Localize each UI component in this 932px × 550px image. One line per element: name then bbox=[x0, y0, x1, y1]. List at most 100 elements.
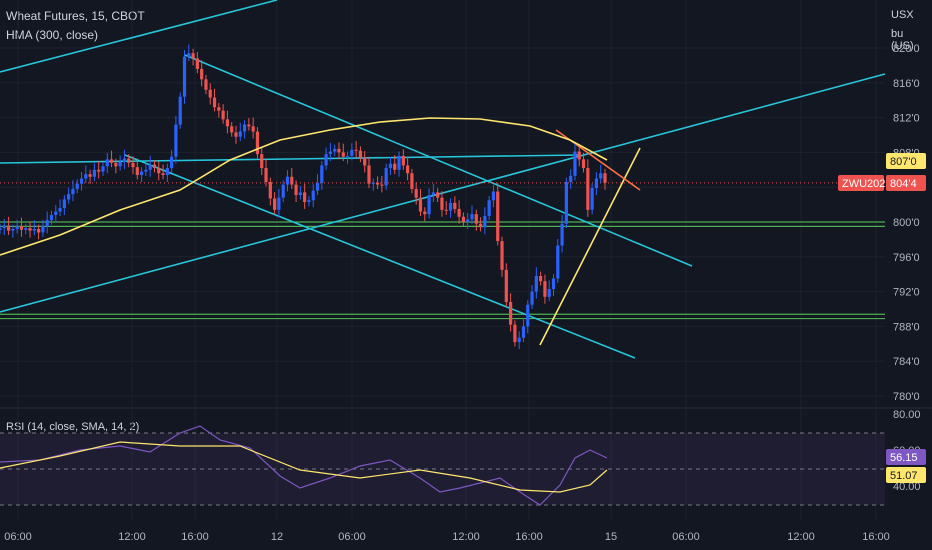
candle-body bbox=[603, 173, 607, 183]
rsi-sma-value-tag: 51.07 bbox=[886, 467, 926, 483]
candle-body bbox=[84, 174, 88, 179]
time-tick-label: 12:00 bbox=[452, 531, 480, 543]
rsi-value-tag-text: 56.15 bbox=[890, 452, 918, 464]
rsi-sma-value-tag-text: 51.07 bbox=[890, 470, 918, 482]
candle-body bbox=[37, 228, 41, 233]
time-tick-label: 16:00 bbox=[862, 531, 890, 543]
candle-body bbox=[208, 89, 212, 98]
currency-label: USX bbox=[891, 9, 914, 21]
candle-body bbox=[281, 184, 285, 198]
candle-body bbox=[530, 291, 534, 305]
rsi-legend[interactable]: RSI (14, close, SMA, 14, 2) bbox=[6, 421, 140, 433]
price-tick-label: 812'0 bbox=[893, 113, 920, 125]
time-tick-label: 12 bbox=[271, 531, 283, 543]
candle-body bbox=[358, 150, 363, 158]
candle-body bbox=[367, 165, 371, 184]
candle-body bbox=[131, 162, 135, 168]
candle-body bbox=[242, 124, 247, 132]
candle-body bbox=[410, 173, 414, 189]
candle-body bbox=[414, 188, 418, 198]
price-tick-label: 788'0 bbox=[893, 321, 920, 333]
candle-body bbox=[49, 215, 54, 221]
candle-body bbox=[71, 188, 75, 195]
candle-body bbox=[371, 182, 375, 184]
rising-trendline bbox=[539, 147, 641, 346]
trendline bbox=[184, 54, 693, 267]
candle-body bbox=[431, 192, 435, 196]
candle-body bbox=[290, 176, 294, 185]
candle-body bbox=[500, 241, 504, 270]
candle-body bbox=[547, 288, 551, 297]
candle-body bbox=[474, 214, 478, 224]
candle-body bbox=[6, 225, 11, 231]
candle-body bbox=[337, 148, 341, 153]
candle-body bbox=[453, 202, 457, 209]
candle-body bbox=[109, 159, 114, 163]
time-tick-label: 06:00 bbox=[338, 531, 366, 543]
hma-legend[interactable]: HMA (300, close) bbox=[6, 28, 99, 42]
rsi-value-tag: 56.15 bbox=[886, 449, 926, 465]
candle-body bbox=[41, 226, 45, 233]
candle-body bbox=[487, 200, 491, 216]
candle-body bbox=[388, 163, 393, 169]
candle-body bbox=[58, 208, 62, 212]
price-tick-label: 816'0 bbox=[893, 78, 920, 90]
candle-body bbox=[221, 110, 225, 120]
symbol-legend[interactable]: Wheat Futures, 15, CBOT bbox=[6, 9, 145, 23]
candle-body bbox=[491, 191, 496, 201]
candle-body bbox=[427, 195, 431, 215]
time-tick-label: 16:00 bbox=[515, 531, 543, 543]
candle-body bbox=[551, 278, 556, 289]
hma-price-tag-text: 807'0 bbox=[890, 156, 917, 168]
rsi-tick-label: 40.00 bbox=[893, 481, 921, 493]
candle-body bbox=[444, 209, 448, 211]
candle-body bbox=[418, 197, 423, 212]
candle-body bbox=[101, 166, 105, 172]
candle-body bbox=[148, 164, 152, 170]
candle-body bbox=[504, 269, 508, 303]
candle-group bbox=[0, 44, 607, 350]
time-tick-label: 06:00 bbox=[4, 531, 32, 543]
candle-body bbox=[174, 124, 178, 157]
candle-body bbox=[238, 131, 242, 137]
candle-body bbox=[11, 228, 15, 231]
candle-body bbox=[230, 126, 234, 133]
candle-body bbox=[28, 228, 32, 231]
candle-body bbox=[122, 158, 127, 162]
time-tick-label: 15 bbox=[605, 531, 617, 543]
candle-body bbox=[577, 151, 581, 160]
candle-body bbox=[307, 200, 311, 202]
candle-body bbox=[285, 176, 290, 185]
candle-body bbox=[277, 197, 281, 210]
candle-body bbox=[573, 151, 577, 176]
candle-body bbox=[0, 228, 2, 230]
last-price-tag: 804'4 bbox=[886, 175, 926, 191]
candle-body bbox=[294, 184, 298, 196]
candle-body bbox=[225, 119, 230, 127]
candle-body bbox=[191, 53, 195, 59]
candle-body bbox=[114, 162, 118, 167]
candle-body bbox=[341, 152, 345, 157]
last-price-tag-bg bbox=[886, 175, 926, 191]
candle-body bbox=[564, 181, 568, 224]
candle-body bbox=[586, 168, 590, 210]
candle-body bbox=[118, 161, 122, 167]
candle-body bbox=[204, 79, 208, 90]
rsi-line bbox=[0, 425, 608, 506]
candle-body bbox=[200, 68, 204, 80]
candle-body bbox=[251, 126, 255, 132]
time-tick-label: 06:00 bbox=[672, 531, 700, 543]
candle-body bbox=[457, 208, 461, 217]
candle-body bbox=[470, 214, 474, 220]
candle-body bbox=[311, 190, 315, 201]
candle-body bbox=[247, 124, 251, 127]
candle-body bbox=[195, 58, 199, 69]
price-tick-label: 780'0 bbox=[893, 391, 920, 403]
trendline bbox=[0, 0, 278, 73]
price-tick-label: 800'0 bbox=[893, 217, 920, 229]
candle-body bbox=[212, 97, 217, 108]
candle-body bbox=[397, 155, 401, 170]
candle-body bbox=[466, 219, 470, 222]
candle-body bbox=[448, 202, 453, 211]
